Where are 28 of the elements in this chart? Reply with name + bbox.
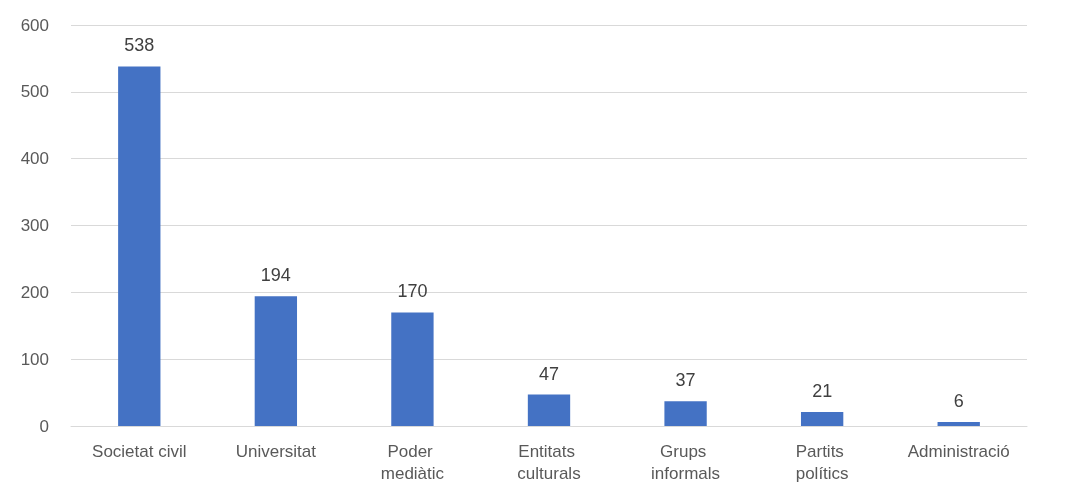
x-tick-label: Poder mediàtic (380, 441, 445, 483)
data-label: 538 (124, 35, 155, 56)
x-tick-label: Universitat (235, 441, 317, 461)
data-label: 170 (397, 281, 428, 302)
bar (800, 411, 844, 426)
x-tick-label: Grups informals (651, 441, 721, 483)
bar (118, 66, 161, 426)
y-tick-label: 0 (39, 416, 49, 436)
data-label: 194 (260, 265, 291, 286)
data-label: 47 (538, 363, 560, 384)
x-tick-label: Societat civil (92, 441, 187, 461)
y-tick-label: 400 (20, 149, 49, 169)
y-tick-label: 500 (20, 82, 49, 102)
y-tick-label: 200 (20, 282, 49, 302)
bar (391, 312, 434, 426)
y-tick-label: 300 (20, 216, 49, 235)
bar (527, 394, 571, 426)
y-tick-label: 100 (20, 349, 49, 369)
data-label: 6 (953, 390, 964, 411)
x-tick-label: Administració (907, 441, 1010, 461)
bar (664, 401, 707, 426)
y-tick-label: 600 (20, 15, 49, 35)
data-label: 37 (675, 370, 696, 391)
x-tick-label: Partits polítics (795, 441, 849, 483)
bar (254, 296, 298, 426)
data-label: 21 (812, 380, 833, 401)
x-tick-label: Entitats culturals (517, 441, 581, 483)
bar (937, 421, 980, 426)
